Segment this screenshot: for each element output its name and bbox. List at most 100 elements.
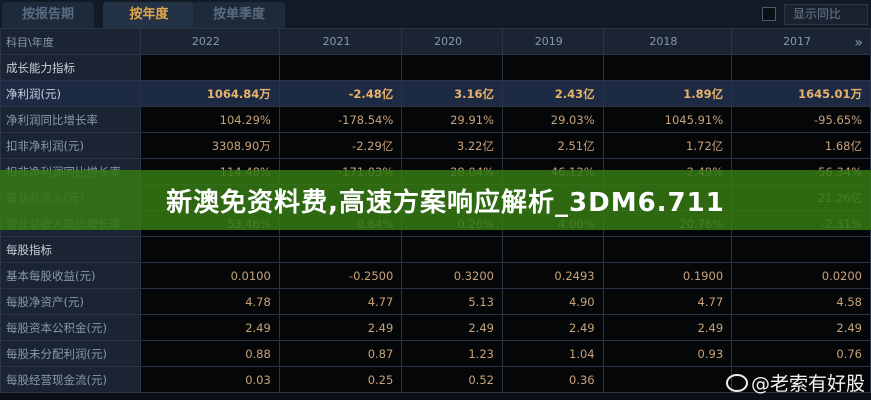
cell-value: 2.49 (140, 314, 280, 341)
cell-value: 1064.84万 (140, 80, 280, 107)
cell-value: 104.29% (140, 106, 280, 133)
cell-value: 0.2493 (501, 262, 604, 289)
cell-value: 3.16亿 (401, 80, 503, 107)
table-row[interactable]: 每股指标 (0, 236, 871, 263)
double-chevron-right-icon[interactable]: » (854, 35, 863, 51)
weibo-icon (725, 373, 748, 392)
cell-value (602, 54, 733, 81)
cell-value: 0.03 (140, 366, 280, 393)
row-label: 每股未分配利润(元) (0, 340, 141, 367)
cell-value: 1.72亿 (602, 132, 733, 159)
cell-value: -178.54% (278, 106, 403, 133)
watermark: @老索有好股 (725, 369, 865, 396)
cell-value (140, 236, 280, 263)
cell-value: -95.65% (731, 106, 871, 133)
table-row[interactable]: 每股经营现金流(元) 0.03 0.25 0.52 0.36 (0, 366, 871, 393)
table-row[interactable]: 每股未分配利润(元) 0.88 0.87 1.23 1.04 0.93 0.76 (0, 340, 871, 367)
cell-value: 4.77 (602, 288, 733, 315)
cell-value: 0.0200 (731, 262, 871, 289)
table-row[interactable]: 基本每股收益(元) 0.0100 -0.2500 0.3200 0.2493 0.1900… (0, 262, 871, 289)
cell-value: 0.0100 (140, 262, 280, 289)
cell-value: 29.91% (401, 106, 503, 133)
cell-value: 0.88 (140, 340, 280, 367)
table-row[interactable]: 扣非净利润(元) 3308.90万 -2.29亿 3.22亿 2.51亿 1.72亿 1.6… (0, 132, 871, 159)
banner-text: 新澳免资料费,高速方案响应解析_3DM6.711 (166, 187, 725, 218)
cell-value: 5.13 (401, 288, 503, 315)
cell-value: 2.49 (401, 314, 503, 341)
tab-annual[interactable]: 按年度 (103, 2, 195, 28)
cell-value: 2.49 (731, 314, 871, 341)
cell-value: 1.68亿 (731, 132, 871, 159)
cell-value: 1.89亿 (602, 80, 733, 107)
table-row[interactable]: 每股资本公积金(元) 2.49 2.49 2.49 2.49 2.49 2.49 (0, 314, 871, 341)
year-header[interactable]: 2022 (140, 28, 280, 55)
cell-value: 0.76 (731, 340, 871, 367)
cell-value: 1645.01万 (731, 80, 871, 107)
cell-value: 2.49 (278, 314, 403, 341)
table-row[interactable]: 净利润(元) 1064.84万 -2.48亿 3.16亿 2.43亿 1.89亿 1645.… (0, 80, 871, 107)
cell-value: 0.25 (278, 366, 403, 393)
show-yoy-button[interactable]: 显示同比 (784, 4, 868, 25)
cell-value: 0.1900 (602, 262, 733, 289)
table-row[interactable]: 净利润同比增长率 104.29% -178.54% 29.91% 29.03% 1045.… (0, 106, 871, 133)
cell-value (731, 236, 871, 263)
cell-value: 4.90 (501, 288, 604, 315)
cell-value: 3.22亿 (401, 132, 503, 159)
cell-value: -2.48亿 (278, 80, 403, 107)
row-label: 净利润同比增长率 (0, 106, 141, 133)
tab-report-period[interactable]: 按报告期 (2, 2, 94, 28)
watermark-text: @老索有好股 (750, 373, 865, 395)
cell-value: 1.23 (401, 340, 503, 367)
row-label: 扣非净利润(元) (0, 132, 141, 159)
cell-value (501, 236, 604, 263)
cell-value: 0.52 (401, 366, 503, 393)
cell-value: 2.51亿 (501, 132, 604, 159)
overlay-banner: 新澳免资料费,高速方案响应解析_3DM6.711 (0, 170, 871, 230)
cell-value (731, 54, 871, 81)
tab-quarterly[interactable]: 按单季度 (193, 2, 285, 28)
tab-bar: 按报告期 按年度 按单季度 显示同比 (0, 0, 871, 28)
cell-value: -2.29亿 (278, 132, 403, 159)
cell-value: 0.93 (602, 340, 733, 367)
cell-value: 1.04 (501, 340, 604, 367)
cell-value: 4.58 (731, 288, 871, 315)
cell-value (140, 54, 280, 81)
cell-value (278, 236, 403, 263)
cell-value: 4.77 (278, 288, 403, 315)
year-header[interactable]: 2018 (602, 28, 733, 55)
cell-value: 2.49 (602, 314, 733, 341)
show-yoy-checkbox[interactable] (762, 7, 776, 21)
cell-value (401, 54, 503, 81)
year-header[interactable]: 2021 (278, 28, 403, 55)
header-row: 科目\年度 2022 2021 2020 2019 2018 2017 (0, 28, 871, 55)
row-label: 净利润(元) (0, 80, 141, 107)
cell-value: -0.2500 (278, 262, 403, 289)
row-label: 每股指标 (0, 236, 141, 263)
cell-value: 2.49 (501, 314, 604, 341)
cell-value: 0.3200 (401, 262, 503, 289)
header-label: 科目\年度 (0, 28, 141, 55)
row-label: 成长能力指标 (0, 54, 141, 81)
row-label: 每股净资产(元) (0, 288, 141, 315)
cell-value (501, 54, 604, 81)
cell-value: 4.78 (140, 288, 280, 315)
cell-value: 29.03% (501, 106, 604, 133)
cell-value: 0.87 (278, 340, 403, 367)
cell-value (731, 366, 871, 393)
table-row[interactable]: 每股净资产(元) 4.78 4.77 5.13 4.90 4.77 4.58 (0, 288, 871, 315)
table-row[interactable]: 成长能力指标 (0, 54, 871, 81)
cell-value (602, 366, 733, 393)
cell-value: 3308.90万 (140, 132, 280, 159)
row-label: 每股资本公积金(元) (0, 314, 141, 341)
year-header[interactable]: 2020 (401, 28, 503, 55)
cell-value: 1045.91% (602, 106, 733, 133)
cell-value (278, 54, 403, 81)
cell-value: 0.36 (501, 366, 604, 393)
row-label: 基本每股收益(元) (0, 262, 141, 289)
cell-value (602, 236, 733, 263)
cell-value (401, 236, 503, 263)
year-header[interactable]: 2017 (731, 28, 871, 55)
year-header[interactable]: 2019 (501, 28, 604, 55)
row-label: 每股经营现金流(元) (0, 366, 141, 393)
cell-value: 2.43亿 (501, 80, 604, 107)
